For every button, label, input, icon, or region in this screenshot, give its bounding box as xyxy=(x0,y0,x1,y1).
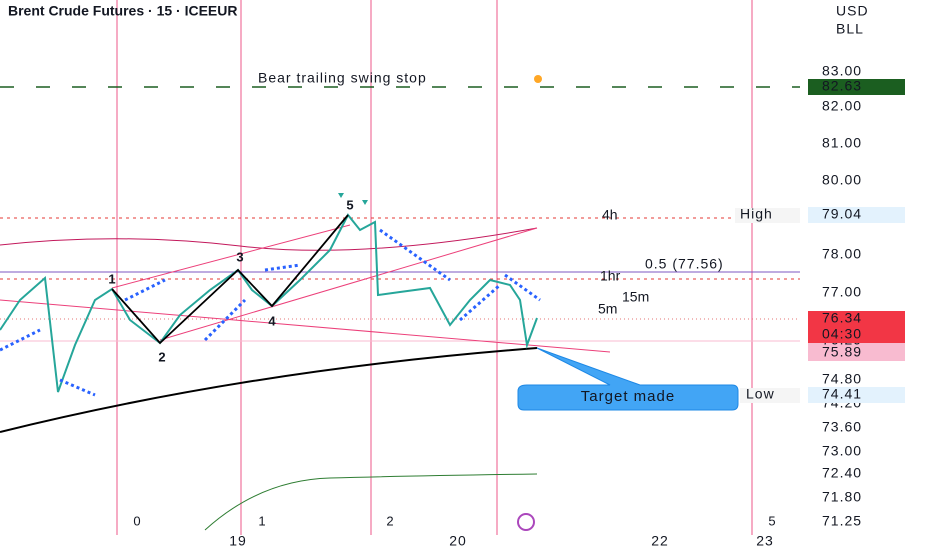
wave-label: 3 xyxy=(236,249,243,264)
time-tick: 19 xyxy=(229,533,247,549)
low-label: Low xyxy=(746,386,775,402)
price-tick: 82.00 xyxy=(822,98,862,114)
wave-label: 5 xyxy=(346,197,353,212)
price-tick: 73.60 xyxy=(822,419,862,435)
price xyxy=(0,213,538,393)
price-tick: 78.00 xyxy=(822,246,862,262)
price-tick: 71.25 xyxy=(822,513,862,529)
price-tick: 81.00 xyxy=(822,135,862,151)
time-tick: 23 xyxy=(756,533,774,549)
green-average xyxy=(204,473,538,531)
fib-label: 0.5 (77.56) xyxy=(645,256,724,272)
sar-dots xyxy=(0,228,541,397)
trend-lines xyxy=(0,224,611,353)
price-tag: 82.63 xyxy=(822,78,862,94)
price-tag-bg xyxy=(808,311,905,327)
price-tick: 74.80 xyxy=(822,371,862,387)
price-tag-bg xyxy=(808,387,905,403)
session-label: 5 xyxy=(768,513,775,528)
callout xyxy=(517,347,739,411)
chart-title: Brent Crude Futures · 15 · ICEEUR xyxy=(8,3,237,19)
timer-bg xyxy=(808,327,905,343)
session-label: 1 xyxy=(258,513,265,528)
price-tick: 72.40 xyxy=(822,465,862,481)
price-tag-bg xyxy=(808,207,905,223)
time-tick: 22 xyxy=(651,533,669,549)
session-lines xyxy=(116,0,753,535)
stop-icon xyxy=(534,75,542,83)
price-tick: 83.00 xyxy=(822,63,862,79)
wave-label: 1 xyxy=(108,271,115,286)
envelope xyxy=(0,227,538,251)
price-tick: 71.80 xyxy=(822,489,862,505)
target-label: Target made xyxy=(581,388,675,405)
tf-label: 5m xyxy=(598,301,617,317)
price-tag: 75.89 xyxy=(822,344,862,360)
wave-label: 2 xyxy=(158,349,165,364)
wave-path xyxy=(111,214,349,345)
stop-label: Bear trailing swing stop xyxy=(258,70,427,86)
currency: USD xyxy=(836,3,869,19)
price-tag: 76.34 xyxy=(822,310,862,326)
markers xyxy=(338,193,368,205)
event-icon xyxy=(517,513,535,531)
moving-average xyxy=(0,347,538,433)
high-label: High xyxy=(740,206,773,222)
price-tag: 79.04 xyxy=(822,206,862,222)
price-tick: 80.00 xyxy=(822,172,862,188)
low-bg xyxy=(740,388,800,403)
session-label: 2 xyxy=(386,513,393,528)
price-tag-bg xyxy=(808,345,905,361)
time-tick: 20 xyxy=(449,533,467,549)
high-bg xyxy=(735,208,800,223)
price-tag: 74.41 xyxy=(822,386,862,402)
tf-label: 4h xyxy=(602,207,618,223)
session-label: 0 xyxy=(133,513,140,528)
tf-label: 1hr xyxy=(600,268,621,284)
price-tick: 77.00 xyxy=(822,284,862,300)
time-axis-bg xyxy=(0,535,800,550)
price-tag-bg xyxy=(808,79,905,95)
wave-label: 4 xyxy=(268,313,276,328)
price-timer: 04:30 xyxy=(822,326,862,342)
unit: BLL xyxy=(836,21,864,37)
tf-label: 15m xyxy=(622,289,649,305)
price-tick: 73.00 xyxy=(822,443,862,459)
